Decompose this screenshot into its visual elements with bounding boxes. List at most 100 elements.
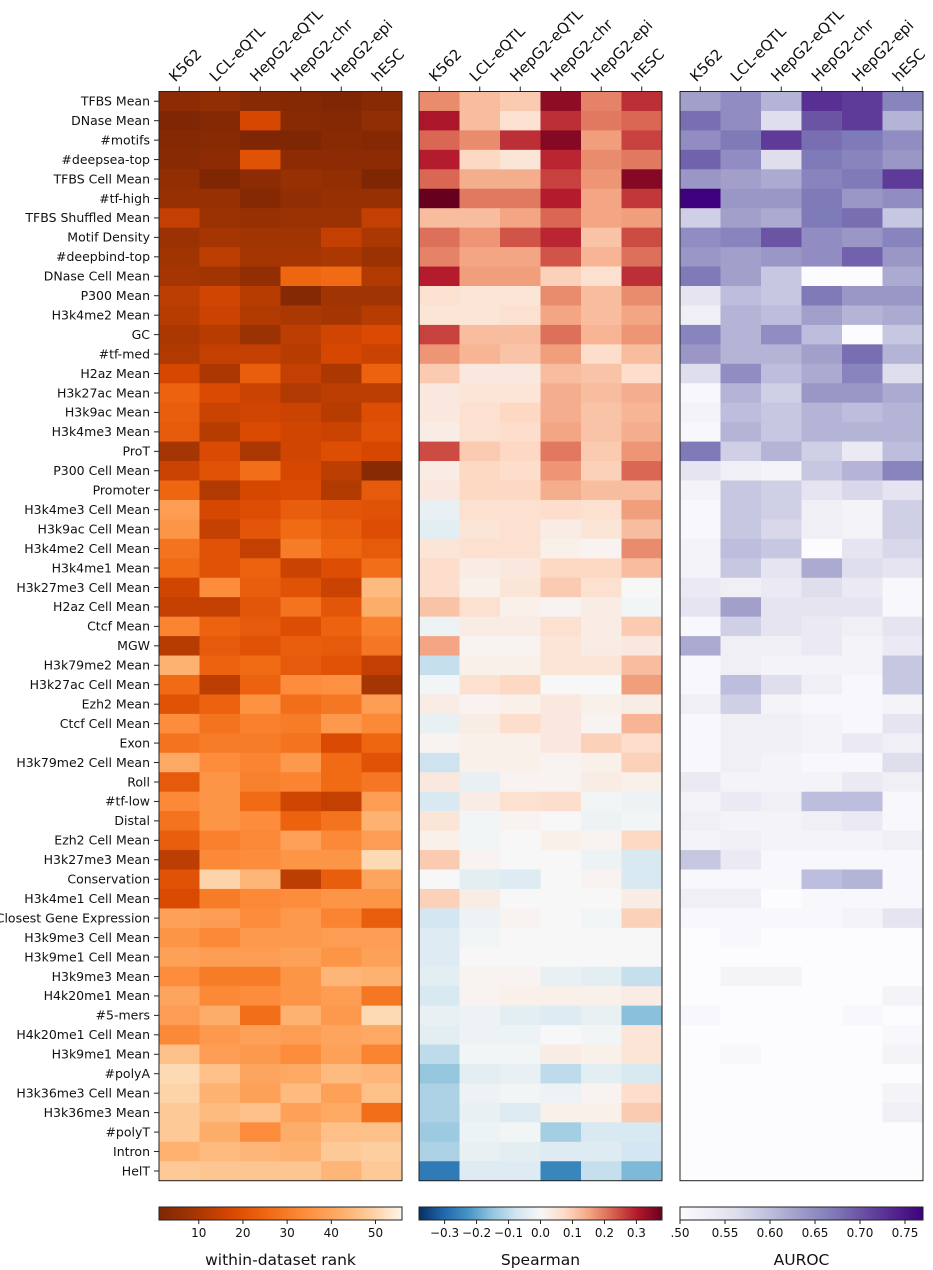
cell-n-tf-med-hepg2-eqtl xyxy=(500,344,541,365)
cell-n-polya-hepg2-epi xyxy=(321,1064,362,1084)
cell-h3k9ac-cell-mean-k562 xyxy=(419,519,460,540)
cell-mgw-k562 xyxy=(680,636,721,656)
cell-h3k9me3-mean-hepg2-chr xyxy=(540,966,582,987)
cell-h3k4me3-cell-mean-lcl-eqtl xyxy=(720,499,762,520)
cell-closest-gene-expression-lcl-eqtl xyxy=(720,908,762,929)
cell-h3k4me2-mean-hepg2-eqtl xyxy=(240,305,281,326)
cell-h3k4me1-mean-hepg2-chr xyxy=(801,558,843,579)
cell-n-polya-hesc xyxy=(361,1064,403,1084)
cell-h3k79me2-mean-k562 xyxy=(419,655,460,676)
cell-h3k9ac-cell-mean-hepg2-eqtl xyxy=(240,519,281,540)
cell-h3k9me1-cell-mean-hesc xyxy=(882,947,924,968)
row-label-h3k79me2-mean: H3k79me2 Mean xyxy=(44,658,150,673)
cell-dnase-mean-k562 xyxy=(680,110,721,131)
cell-h3k79me2-cell-mean-hepg2-chr xyxy=(801,752,843,773)
cell-promoter-lcl-eqtl xyxy=(720,480,762,501)
cell-n-5-mers-k562 xyxy=(680,1005,721,1026)
cell-motif-density-hepg2-eqtl xyxy=(761,227,802,248)
cell-h4k20me1-mean-lcl-eqtl xyxy=(720,986,762,1007)
row-label-gc: GC xyxy=(132,327,151,342)
cell-tfbs-shuffled-mean-lcl-eqtl xyxy=(459,208,501,229)
cell-h3k4me2-cell-mean-k562 xyxy=(159,538,200,559)
cell-prot-hesc xyxy=(621,441,663,462)
colorbar-title-spearman: Spearman xyxy=(501,1251,580,1269)
cell-n-tf-low-hepg2-epi xyxy=(842,791,883,812)
cell-tfbs-shuffled-mean-hepg2-eqtl xyxy=(240,208,281,229)
cell-ezh2-cell-mean-hepg2-epi xyxy=(321,830,362,851)
cell-roll-k562 xyxy=(680,772,721,793)
cell-tfbs-mean-hesc xyxy=(882,91,924,112)
cell-conservation-k562 xyxy=(159,869,200,890)
cell-gc-k562 xyxy=(159,324,200,345)
cell-h3k4me3-mean-hesc xyxy=(361,422,403,442)
cell-promoter-hepg2-eqtl xyxy=(500,480,541,501)
cell-gc-hepg2-chr xyxy=(801,324,843,345)
cell-distal-hepg2-chr xyxy=(801,811,843,831)
cell-n-deepsea-top-lcl-eqtl xyxy=(720,149,762,170)
cell-tfbs-mean-hesc xyxy=(361,91,403,112)
cell-h2az-cell-mean-lcl-eqtl xyxy=(459,597,501,618)
cell-p300-cell-mean-hesc xyxy=(361,461,403,481)
cell-helt-hepg2-epi xyxy=(581,1161,622,1182)
cell-gc-lcl-eqtl xyxy=(199,324,241,345)
spearman-heatmap-panel: K562 LCL-eQTLHepG2-eQTLHepG2-chrHepG2-epi… xyxy=(418,5,668,1182)
cell-h3k4me3-cell-mean-hepg2-chr xyxy=(540,499,582,520)
cell-n-motifs-hepg2-eqtl xyxy=(240,130,281,151)
cell-h3k9me1-cell-mean-k562 xyxy=(159,947,200,968)
cell-h3k9me3-cell-mean-hepg2-epi xyxy=(321,927,362,948)
cell-h3k9me3-mean-k562 xyxy=(419,966,460,987)
panel-frame xyxy=(418,91,663,1182)
cell-h3k9me1-cell-mean-hepg2-eqtl xyxy=(761,947,802,968)
cell-p300-mean-hesc xyxy=(361,286,403,306)
cell-h3k4me2-mean-hepg2-chr xyxy=(280,305,322,326)
cell-h3k9me1-mean-hepg2-epi xyxy=(581,1044,622,1065)
cell-distal-hepg2-chr xyxy=(540,811,582,831)
cell-tfbs-shuffled-mean-hesc xyxy=(621,208,663,229)
cell-distal-lcl-eqtl xyxy=(199,811,241,831)
cell-h2az-mean-hesc xyxy=(882,363,924,384)
cell-h3k36me3-cell-mean-hepg2-chr xyxy=(801,1083,843,1104)
cell-n-tf-high-k562 xyxy=(680,188,721,209)
cell-h3k79me2-cell-mean-k562 xyxy=(419,752,460,773)
cell-roll-hesc xyxy=(361,772,403,793)
cell-n-polyt-lcl-eqtl xyxy=(199,1122,241,1143)
colorbar-tick-label: −0.2 xyxy=(462,1226,491,1240)
cell-h3k27me3-cell-mean-lcl-eqtl xyxy=(459,577,501,598)
cell-n-tf-med-hepg2-chr xyxy=(280,344,322,365)
cell-tfbs-mean-k562 xyxy=(419,91,460,112)
cell-h3k9ac-mean-hepg2-eqtl xyxy=(240,402,281,423)
row-label-h3k9me3-mean: H3k9me3 Mean xyxy=(52,969,150,984)
cell-n-polyt-k562 xyxy=(419,1122,460,1143)
cell-h3k4me3-cell-mean-hesc xyxy=(621,499,663,520)
row-label-h3k4me2-cell-mean: H3k4me2 Cell Mean xyxy=(24,541,150,556)
cell-n-deepsea-top-hesc xyxy=(621,149,663,170)
cell-h3k4me2-mean-hepg2-eqtl xyxy=(761,305,802,326)
cell-h3k4me2-cell-mean-hepg2-eqtl xyxy=(500,538,541,559)
cell-h3k9ac-cell-mean-hepg2-chr xyxy=(280,519,322,540)
cell-h3k36me3-mean-hesc xyxy=(882,1102,924,1123)
cell-n-polyt-hepg2-epi xyxy=(581,1122,622,1143)
cell-h2az-mean-hepg2-eqtl xyxy=(240,363,281,384)
cell-tfbs-shuffled-mean-hepg2-chr xyxy=(280,208,322,229)
cell-h3k79me2-mean-lcl-eqtl xyxy=(459,655,501,676)
row-label-dnase-cell-mean: DNase Cell Mean xyxy=(44,269,150,284)
cell-motif-density-k562 xyxy=(680,227,721,248)
cell-p300-cell-mean-hepg2-eqtl xyxy=(761,461,802,481)
cell-n-deepbind-top-hepg2-epi xyxy=(321,247,362,267)
cell-n-deepsea-top-hepg2-eqtl xyxy=(761,149,802,170)
cell-n-5-mers-hepg2-epi xyxy=(842,1005,883,1026)
cell-h3k4me1-cell-mean-hepg2-chr xyxy=(280,888,322,909)
cell-h3k27me3-cell-mean-lcl-eqtl xyxy=(199,577,241,598)
colorbar-tick-label: 0.1 xyxy=(563,1226,582,1240)
cell-h3k9me3-cell-mean-k562 xyxy=(419,927,460,948)
cell-intron-hepg2-eqtl xyxy=(500,1141,541,1162)
cell-ctcf-cell-mean-hepg2-chr xyxy=(280,713,322,734)
cell-tfbs-mean-lcl-eqtl xyxy=(199,91,241,112)
cell-h3k36me3-cell-mean-k562 xyxy=(419,1083,460,1104)
cell-h3k36me3-mean-hepg2-chr xyxy=(540,1102,582,1123)
cell-tfbs-mean-hepg2-eqtl xyxy=(500,91,541,112)
cell-n-tf-low-k562 xyxy=(159,791,200,812)
cell-roll-hepg2-chr xyxy=(540,772,582,793)
cell-distal-k562 xyxy=(680,811,721,831)
cell-ctcf-mean-lcl-eqtl xyxy=(459,616,501,637)
